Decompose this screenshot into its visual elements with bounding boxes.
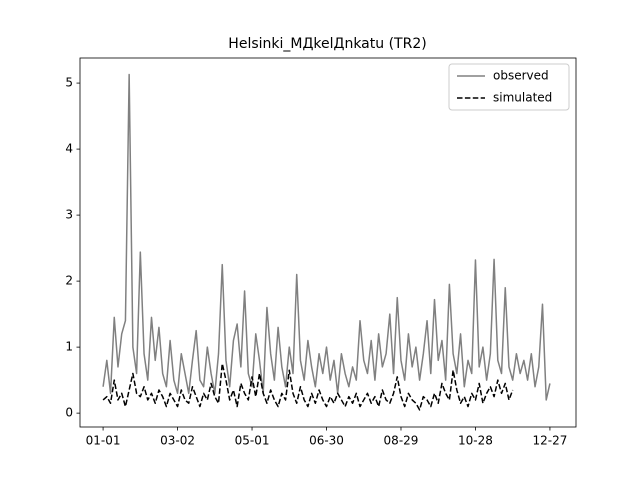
y-tick-label: 3	[65, 208, 73, 222]
x-tick-label: 03-02	[160, 434, 195, 448]
chart-title: Helsinki_МДkelДnkatu (TR2)	[228, 36, 426, 52]
series-line	[102, 73, 551, 401]
x-tick-label: 06-30	[309, 434, 344, 448]
x-tick-label: 05-01	[235, 434, 270, 448]
x-tick-label: 08-29	[384, 434, 419, 448]
y-tick-label: 1	[65, 340, 73, 354]
y-tick-label: 2	[65, 274, 73, 288]
plot-frame	[79, 57, 577, 428]
legend-label: simulated	[493, 91, 552, 105]
x-tick-label: 12-27	[532, 434, 567, 448]
x-tick-label: 10-28	[458, 434, 493, 448]
y-tick-label: 5	[65, 76, 73, 90]
y-tick-label: 4	[65, 142, 73, 156]
y-tick-label: 0	[65, 406, 73, 420]
legend-label: observed	[493, 69, 549, 83]
x-tick-label: 01-01	[86, 434, 121, 448]
series-line	[102, 362, 514, 411]
